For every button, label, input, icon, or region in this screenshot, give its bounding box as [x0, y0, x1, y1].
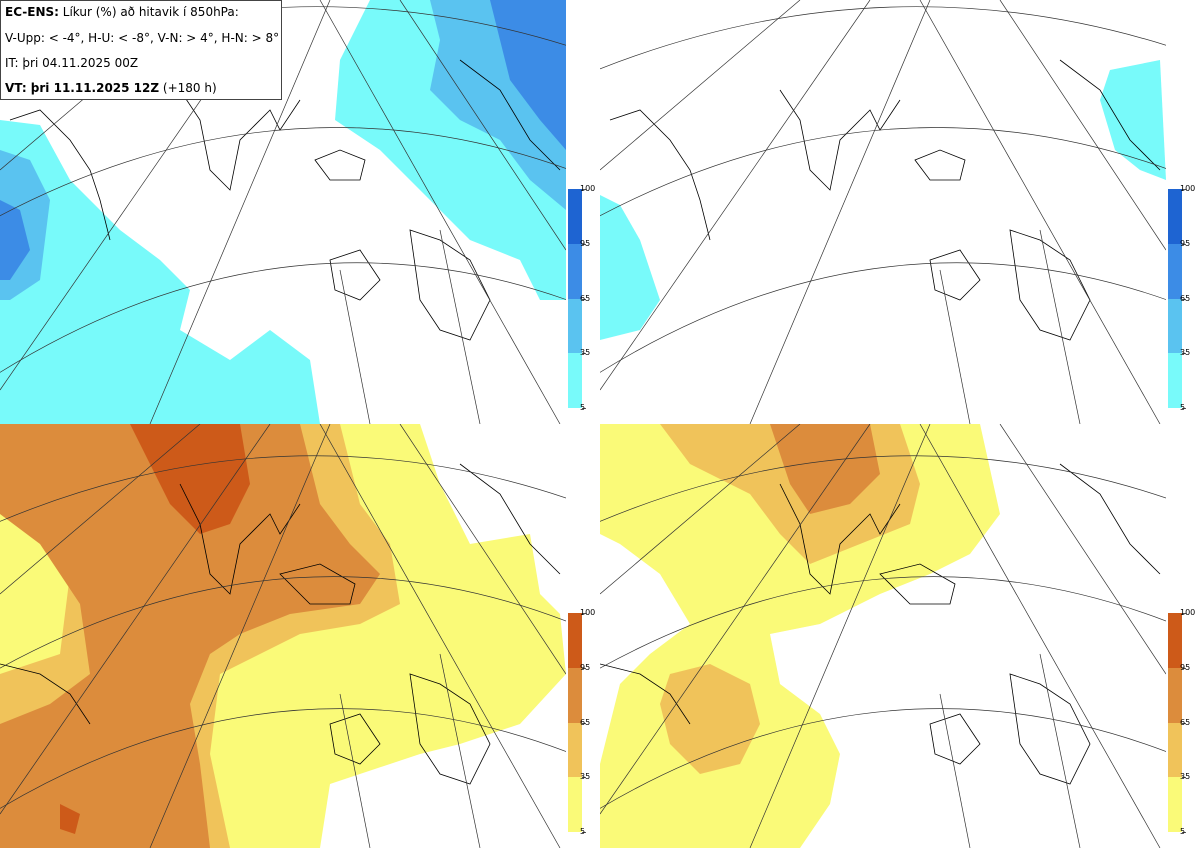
- map-panel-bottom-left: [0, 424, 566, 848]
- colorbar-tick-label: 95: [580, 238, 591, 248]
- colorbar-tick-label: 35: [1180, 348, 1191, 358]
- colorbar-tick-label: 35: [580, 772, 591, 782]
- initial-time: IT: þri 04.11.2025 00Z: [5, 56, 139, 70]
- colorbar-cold-top-left: 100 95 65 35 5: [568, 185, 595, 412]
- colorbar-tick: [582, 777, 586, 779]
- colorbar-tick-label: 65: [580, 717, 591, 727]
- colorbar-tick-label: 65: [580, 293, 591, 303]
- colorbar-segment: [1168, 667, 1182, 723]
- colorbar-tick: [1182, 243, 1186, 245]
- colorbar-tick: [582, 353, 586, 355]
- colorbar-tick: [582, 667, 586, 669]
- map-bottom-right: [600, 424, 1166, 848]
- colorbar-segment: [568, 722, 582, 778]
- colorbar-segment: [1168, 777, 1182, 832]
- colorbar-tick-label: 100: [580, 608, 596, 617]
- colorbar-warm-bottom-right: 100 95 65 35 5: [1168, 609, 1195, 836]
- colorbar-tick: [1182, 353, 1186, 355]
- colorbar-segment: [1168, 613, 1182, 668]
- colorbar-tick: [582, 189, 586, 190]
- colorbar-tick: [1182, 722, 1186, 724]
- colorbar-tick-label: 35: [1180, 772, 1191, 782]
- colorbar-warm-bottom-left: 100 95 65 35 5: [568, 609, 595, 836]
- colorbar-tick-label: 65: [1180, 717, 1191, 727]
- colorbar-tick-label: 95: [1180, 238, 1191, 248]
- colorbar-tick: [1182, 613, 1186, 614]
- colorbar-tick: [582, 722, 586, 724]
- colorbar-tick-label: 100: [580, 184, 596, 193]
- map-panel-top-left: EC-ENS: Líkur (%) að hitavik í 850hPa: V…: [0, 0, 566, 424]
- model-name: EC-ENS:: [5, 5, 59, 19]
- colorbar-tick-label: 95: [580, 662, 591, 672]
- colorbar-tick: [1182, 189, 1186, 190]
- colorbar-tick-label: 5: [1180, 827, 1186, 836]
- product-description: Líkur (%) að hitavik í 850hPa:: [62, 5, 239, 19]
- colorbar-tick-label: 35: [580, 348, 591, 358]
- colorbar-tick-label: 65: [1180, 293, 1191, 303]
- colorbar-segment: [568, 189, 582, 244]
- colorbar-segment: [1168, 298, 1182, 354]
- colorbar-segment: [1168, 353, 1182, 408]
- colorbar-segment: [568, 667, 582, 723]
- colorbar-tick-label: 95: [1180, 662, 1191, 672]
- colorbar-tick: [582, 832, 586, 833]
- colorbar-tick-label: 5: [580, 827, 586, 836]
- map-bottom-left: [0, 424, 566, 848]
- colorbar-segment: [1168, 722, 1182, 778]
- valid-time: VT: þri 11.11.2025 12Z: [5, 81, 160, 95]
- colorbar-tick-label: 100: [1180, 608, 1196, 617]
- colorbar-tick: [582, 408, 586, 409]
- colorbar-tick: [582, 243, 586, 245]
- colorbar-tick: [582, 613, 586, 614]
- colorbar-tick: [1182, 777, 1186, 779]
- threshold-line: V-Upp: < -4°, H-U: < -8°, V-N: > 4°, H-N…: [5, 31, 280, 45]
- colorbar-tick: [1182, 408, 1186, 409]
- forecast-info-box: EC-ENS: Líkur (%) að hitavik í 850hPa: V…: [0, 0, 282, 100]
- map-panel-bottom-right: [600, 424, 1166, 848]
- colorbar-segment: [568, 777, 582, 832]
- colorbar-segment: [568, 243, 582, 299]
- colorbar-tick: [1182, 832, 1186, 833]
- colorbar-tick-label: 100: [1180, 184, 1196, 193]
- colorbar-tick: [1182, 298, 1186, 300]
- colorbar-segment: [568, 298, 582, 354]
- colorbar-tick-label: 5: [580, 403, 586, 412]
- colorbar-cold-top-right: 100 95 65 35 5: [1168, 185, 1195, 412]
- map-panel-top-right: [600, 0, 1166, 424]
- colorbar-tick-label: 5: [1180, 403, 1186, 412]
- colorbar-segment: [1168, 243, 1182, 299]
- forecast-lead: (+180 h): [162, 81, 217, 95]
- colorbar-segment: [568, 353, 582, 408]
- map-top-right: [600, 0, 1166, 424]
- colorbar-segment: [568, 613, 582, 668]
- colorbar-tick: [582, 298, 586, 300]
- colorbar-tick: [1182, 667, 1186, 669]
- map-top-left: [0, 0, 566, 424]
- colorbar-segment: [1168, 189, 1182, 244]
